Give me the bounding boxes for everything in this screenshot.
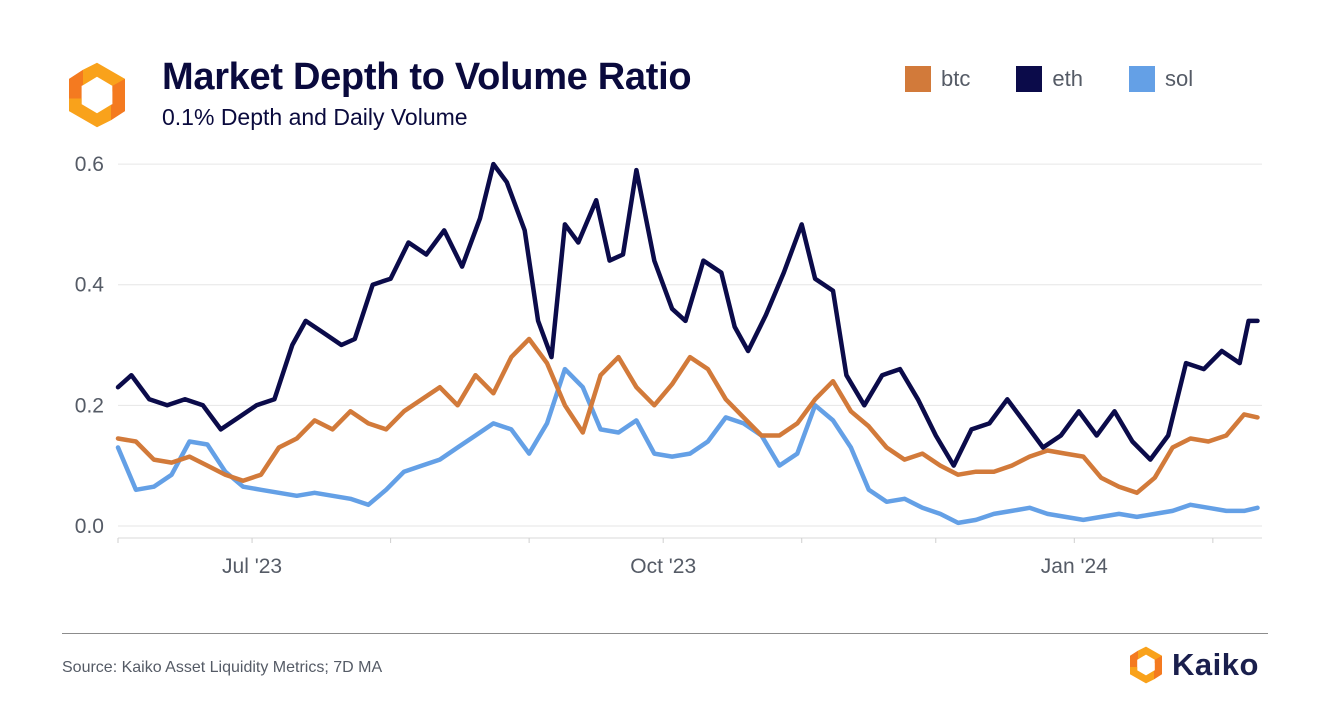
brand-name: Kaiko [1172,647,1259,682]
legend-swatch-sol [1128,66,1155,92]
line-chart: 0.0 0.2 0.4 0.6 Jul '23 Oct '23 Jan '24 [75,153,1262,578]
chart-subtitle: 0.1% Depth and Daily Volume [162,104,468,130]
chart-title: Market Depth to Volume Ratio [162,56,692,98]
y-tick-label-0.6: 0.6 [75,153,104,176]
kaiko-brand-icon [1130,646,1162,684]
legend: btc eth sol [905,66,1193,92]
legend-item-eth[interactable]: eth [1016,66,1083,92]
x-tick-label-Oct '23: Oct '23 [630,555,696,578]
series-line-sol [115,366,1260,526]
y-tick-label-0.2: 0.2 [75,394,104,417]
series-line-btc [115,336,1260,496]
kaiko-logo-icon [69,62,125,128]
legend-swatch-eth [1016,66,1043,92]
brand-logo: Kaiko [1126,645,1259,685]
footer-divider [62,633,1268,634]
x-tick-label-Jul '23: Jul '23 [222,555,282,578]
y-tick-label-0.4: 0.4 [75,274,105,297]
y-tick-label-0.0: 0.0 [75,515,104,538]
legend-label-eth: eth [1052,66,1083,91]
source-note: Source: Kaiko Asset Liquidity Metrics; 7… [62,659,383,676]
legend-item-btc[interactable]: btc [905,66,970,92]
legend-swatch-btc [905,66,931,92]
series-line-eth [115,161,1260,468]
x-tick-label-Jan '24: Jan '24 [1041,555,1108,578]
legend-label-btc: btc [941,66,971,91]
legend-item-sol[interactable]: sol [1128,66,1194,92]
legend-label-sol: sol [1164,66,1194,91]
